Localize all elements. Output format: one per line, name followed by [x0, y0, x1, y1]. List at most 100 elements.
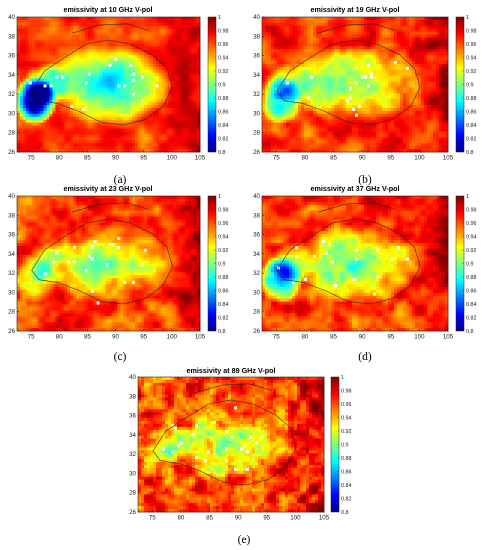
heatmap-cell: [409, 107, 413, 112]
heatmap-cell: [298, 61, 302, 65]
heatmap-cell: [123, 46, 127, 50]
heatmap-cell: [164, 37, 168, 41]
heatmap-cell: [415, 105, 419, 109]
heatmap-cell: [46, 69, 50, 74]
heatmap-cell: [126, 113, 130, 118]
heatmap-cell: [394, 40, 398, 44]
heatmap-cell: [391, 69, 395, 74]
heatmap-cell: [46, 110, 50, 115]
heatmap-cell: [164, 69, 168, 74]
heatmap-cell: [96, 87, 100, 91]
heatmap-cell: [140, 131, 145, 135]
heatmap-cell: [46, 137, 50, 141]
heatmap-cell: [132, 122, 136, 126]
heatmap-cell: [182, 143, 186, 147]
heatmap-cell: [114, 55, 118, 59]
heatmap-cell: [427, 37, 431, 41]
heatmap-cell: [22, 61, 27, 65]
heatmap-cell: [179, 52, 183, 56]
heatmap-cell: [433, 58, 437, 62]
heatmap-cell: [439, 49, 443, 53]
heatmap-cell: [298, 81, 302, 85]
heatmap-cell: [319, 22, 323, 27]
heatmap-cell: [155, 61, 160, 65]
heatmap-cell: [307, 66, 311, 71]
heatmap-cell: [415, 110, 419, 115]
heatmap-cell: [19, 66, 24, 71]
heatmap-cell: [337, 37, 341, 41]
heatmap-cell: [179, 49, 183, 53]
heatmap-cell: [370, 63, 374, 68]
heatmap-cell: [433, 61, 437, 65]
heatmap-cell: [49, 72, 53, 77]
heatmap-cell: [28, 134, 33, 138]
heatmap-cell: [149, 34, 154, 38]
heatmap-cell: [123, 149, 127, 153]
heatmap-cell: [194, 110, 198, 115]
heatmap-cell: [40, 110, 44, 115]
heatmap-cell: [52, 31, 56, 35]
heatmap-cell: [185, 75, 189, 79]
heatmap-cell: [87, 52, 92, 56]
heatmap-cell: [99, 66, 103, 71]
heatmap-cell: [265, 46, 269, 50]
heatmap-cell: [391, 34, 395, 38]
heatmap-cell: [262, 90, 266, 94]
heatmap-cell: [140, 37, 145, 41]
heatmap-cell: [161, 119, 165, 123]
heatmap-cell: [301, 49, 305, 53]
heatmap-cell: [352, 49, 356, 53]
heatmap-cell: [161, 143, 165, 147]
heatmap-cell: [111, 52, 115, 56]
heatmap-cell: [17, 25, 21, 30]
heatmap-cell: [262, 46, 266, 50]
heatmap-cell: [126, 125, 130, 129]
heatmap-cell: [49, 137, 53, 141]
heatmap-cell: [17, 140, 21, 144]
heatmap-cell: [295, 69, 299, 74]
heatmap-cell: [170, 49, 174, 53]
heatmap-cell: [436, 61, 440, 65]
heatmap-cell: [52, 19, 56, 24]
heatmap-cell: [313, 40, 317, 44]
heatmap-cell: [117, 102, 121, 106]
heatmap-cell: [52, 107, 56, 112]
heatmap-cell: [179, 66, 183, 71]
heatmap-cell: [155, 149, 160, 153]
heatmap-cell: [373, 52, 377, 56]
heatmap-cell: [34, 17, 39, 21]
heatmap-cell: [28, 113, 33, 118]
heatmap-cell: [271, 87, 275, 91]
heatmap-cell: [55, 37, 59, 41]
heatmap-cell: [37, 113, 41, 118]
heatmap-cell: [334, 105, 338, 109]
heatmap-cell: [406, 37, 410, 41]
heatmap-cell: [22, 149, 27, 153]
heatmap-cell: [67, 22, 71, 27]
heatmap-cell: [397, 63, 401, 68]
heatmap-cell: [265, 69, 269, 74]
heatmap-cell: [355, 87, 359, 91]
heatmap-cell: [129, 22, 133, 27]
heatmap-cell: [61, 43, 65, 47]
heatmap-cell: [307, 61, 311, 65]
heatmap-cell: [391, 52, 395, 56]
heatmap-cell: [271, 113, 275, 118]
heatmap-cell: [173, 84, 177, 88]
heatmap-cell: [120, 125, 124, 129]
heatmap-cell: [81, 87, 86, 91]
heatmap-cell: [28, 25, 33, 30]
heatmap-cell: [126, 128, 130, 132]
heatmap-cell: [99, 149, 103, 153]
heatmap-cell: [34, 102, 39, 106]
heatmap-cell: [349, 17, 353, 21]
heatmap-cell: [49, 55, 53, 59]
heatmap-cell: [191, 66, 195, 71]
heatmap-cell: [81, 43, 86, 47]
heatmap-cell: [49, 119, 53, 123]
heatmap-cell: [262, 69, 266, 74]
heatmap-cell: [155, 131, 160, 135]
heatmap-cell: [400, 93, 404, 97]
heatmap-cell: [415, 87, 419, 91]
heatmap-cell: [64, 31, 68, 35]
